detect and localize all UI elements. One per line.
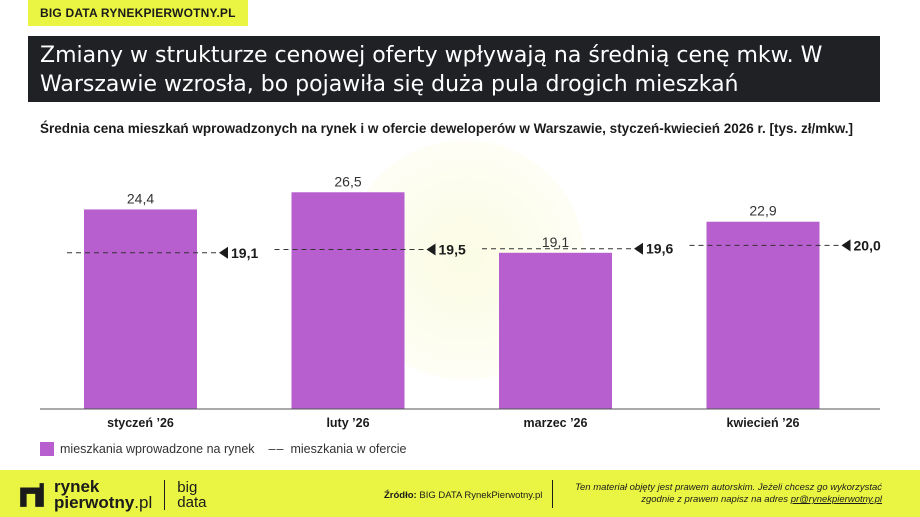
bar-2 — [291, 192, 405, 409]
legend-swatch-bars — [40, 442, 54, 456]
source-note: Źródło: BIG DATA RynekPierwotny.pl — [384, 490, 542, 501]
page-title: Zmiany w strukturze cenowej oferty wpływ… — [40, 41, 870, 99]
legend-label-bars: mieszkania wprowadzone na rynek — [60, 442, 255, 456]
bar-3 — [499, 252, 612, 409]
offer-value-label: 19,1 — [231, 245, 258, 261]
bar-value-label: 24,4 — [127, 190, 154, 206]
chart-title: Średnia cena mieszkań wprowadzonych na r… — [40, 121, 854, 136]
bar-value-label: 19,1 — [542, 234, 569, 250]
source-label: Źródło: — [384, 490, 417, 501]
offer-marker-arrow — [841, 239, 851, 252]
source-text: BIG DATA RynekPierwotny.pl — [419, 490, 543, 501]
offer-value-label: 19,5 — [439, 242, 466, 258]
title-box: Zmiany w strukturze cenowej oferty wpływ… — [28, 36, 880, 102]
bar-value-label: 26,5 — [334, 173, 361, 189]
x-tick-label: luty ’26 — [326, 416, 369, 430]
copyright-note: Ten materiał objęty jest prawem autorski… — [560, 482, 882, 506]
x-tick-label: kwiecień ’26 — [727, 416, 800, 430]
logo-separator — [164, 480, 166, 510]
logo-icon — [20, 483, 44, 507]
offer-value-label: 19,6 — [646, 241, 673, 257]
logo2-line-1: big — [177, 479, 198, 496]
copyright-email-link[interactable]: pr@rynekpierwotny.pl — [790, 494, 882, 505]
legend-dash-symbol: –– — [268, 442, 285, 456]
bar-value-label: 22,9 — [749, 203, 776, 219]
copyright-line-2: zgodnie z prawem napisz na adres — [641, 494, 789, 505]
big-data-wordmark: big data — [177, 480, 206, 510]
top-bar: BIG DATA RYNEKPIERWOTNY.PL — [0, 0, 920, 28]
x-tick-label: styczeń ’26 — [107, 416, 174, 430]
logo-wordmark: rynek pierwotny.pl — [54, 477, 153, 512]
offer-marker-arrow — [634, 242, 643, 255]
x-tick-label: marzec ’26 — [524, 416, 588, 430]
copyright-line-1: Ten materiał objęty jest prawem autorski… — [575, 482, 882, 493]
legend-label-line: mieszkania w ofercie — [290, 442, 407, 456]
title-line-1: Zmiany w strukturze cenowej oferty wpływ… — [40, 43, 823, 68]
offer-marker-arrow — [219, 246, 228, 259]
logo-suffix: .pl — [134, 493, 153, 512]
footer-separator — [552, 480, 553, 508]
offer-marker-arrow — [426, 243, 436, 256]
logo-line-2: pierwotny — [54, 493, 135, 512]
bar-chart: 24,4 19,1 styczeń ’26 26,5 19,5 luty ’26 19,1 1… — [40, 173, 881, 430]
brand-badge: BIG DATA RYNEKPIERWOTNY.PL — [28, 0, 248, 26]
footer: rynek pierwotny.pl big data Źródło: BIG … — [0, 470, 920, 517]
bar-4 — [706, 221, 820, 409]
logo-line-1: rynek — [54, 477, 100, 496]
logo2-line-2: data — [177, 494, 207, 511]
offer-value-label: 20,0 — [854, 237, 881, 253]
brand-logo: rynek pierwotny.pl big data — [18, 477, 206, 512]
title-line-2: Warszawie wzrosła, bo pojawiła się duża … — [40, 72, 739, 97]
chart-legend: mieszkania wprowadzone na rynek –– miesz… — [40, 440, 406, 458]
bar-1 — [84, 209, 197, 409]
